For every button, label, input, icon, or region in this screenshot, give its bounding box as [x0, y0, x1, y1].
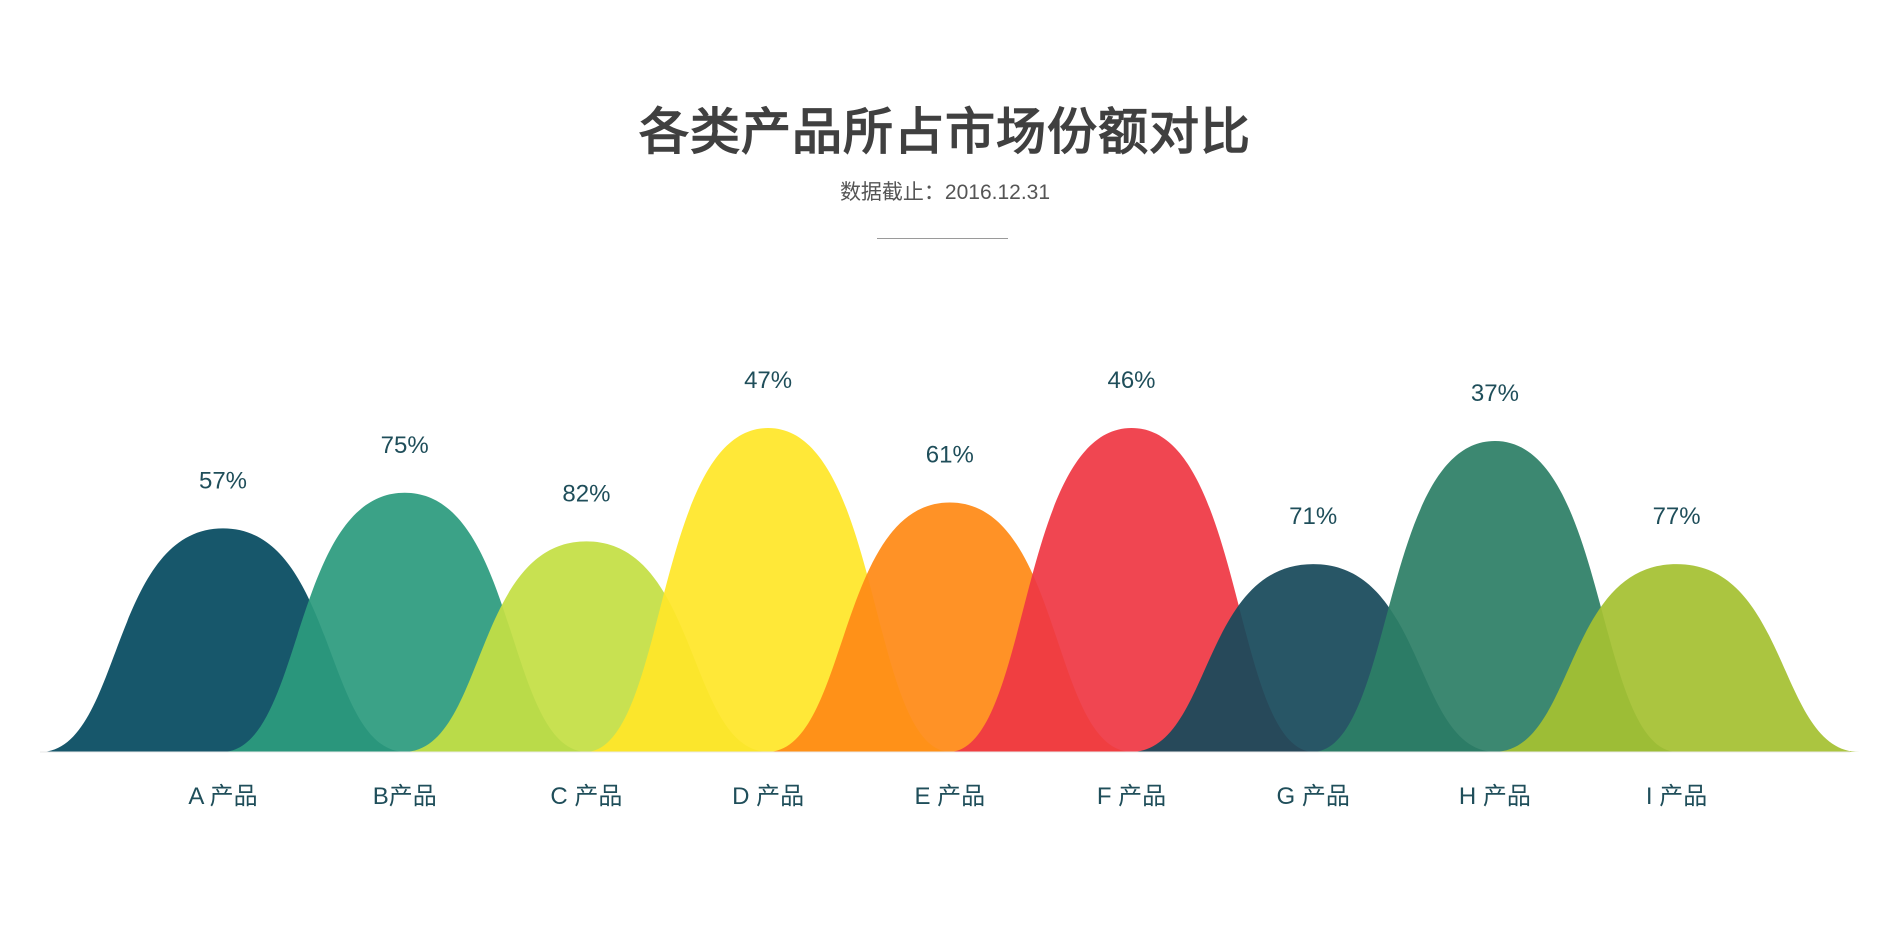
category-label-i: I 产品 [1646, 783, 1707, 810]
hump-i [1493, 564, 1860, 752]
value-label-g: 71% [1289, 503, 1337, 530]
category-label-g: G 产品 [1277, 783, 1350, 810]
title-divider [877, 238, 1008, 239]
category-label-b: B产品 [373, 783, 437, 810]
value-label-f: 46% [1107, 367, 1155, 394]
value-label-e: 61% [926, 442, 974, 469]
value-label-d: 47% [744, 367, 792, 394]
chart-title: 各类产品所占市场份额对比 [639, 104, 1251, 160]
value-labels: 57% 75% 82% 47% 61% 46% 71% 37% 77% [199, 367, 1701, 530]
category-label-h: H 产品 [1459, 783, 1531, 810]
category-label-d: D 产品 [732, 783, 804, 810]
value-label-h: 37% [1471, 380, 1519, 407]
value-label-c: 82% [562, 480, 610, 507]
category-label-c: C 产品 [550, 783, 622, 810]
value-label-b: 75% [381, 432, 429, 459]
category-label-e: E 产品 [914, 783, 985, 810]
category-labels: A 产品 B产品 C 产品 D 产品 E 产品 F 产品 G 产品 H 产品 I 产品 [188, 783, 1707, 810]
value-label-a: 57% [199, 467, 247, 494]
chart-subtitle: 数据截止：2016.12.31 [839, 181, 1051, 204]
hump-series [40, 428, 1860, 752]
category-label-f: F 产品 [1097, 783, 1166, 810]
category-label-a: A 产品 [188, 783, 257, 810]
value-label-i: 77% [1653, 503, 1701, 530]
